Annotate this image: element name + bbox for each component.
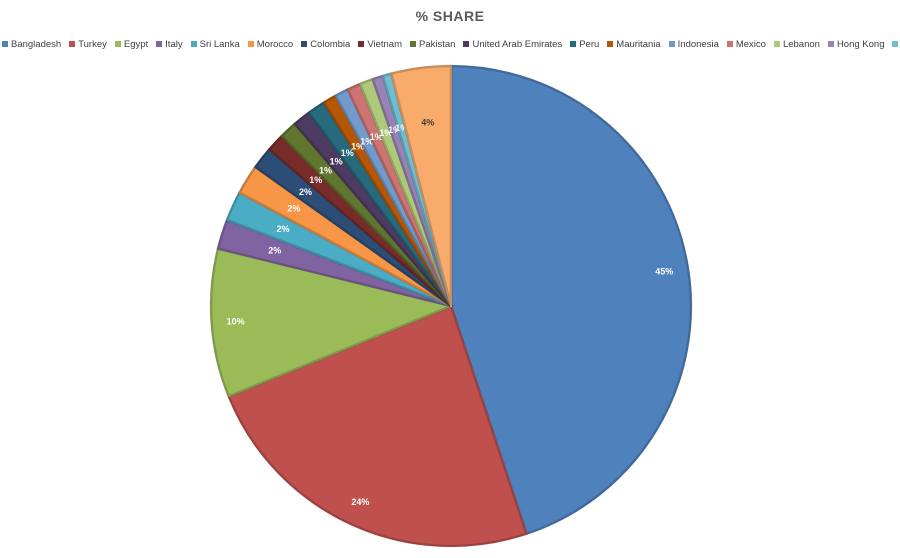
pie-slice-edge-2	[209, 247, 456, 398]
slice-label-17: 4%	[421, 118, 434, 128]
slice-label-12: 1%	[360, 137, 373, 147]
slice-label-10: 1%	[341, 148, 354, 158]
slice-label-2: 10%	[227, 317, 245, 327]
legend-swatch	[114, 41, 121, 47]
slice-label-13: 1%	[370, 132, 383, 142]
legend-swatch	[726, 41, 733, 47]
slice-label-9: 1%	[330, 156, 343, 166]
legend-label: Mauritania	[616, 38, 661, 50]
legend-label: United Arab Emirates	[472, 38, 563, 50]
pie-slice-17	[390, 65, 452, 307]
legend-label: Italy	[165, 38, 183, 50]
legend-item-1: Turkey	[69, 37, 107, 51]
legend-item-8: Pakistan	[410, 37, 455, 51]
legend-label: Peru	[579, 38, 600, 50]
legend-swatch	[156, 41, 163, 47]
pie-slice-edge-0	[449, 64, 693, 536]
legend-item-0: Bangladesh	[2, 37, 61, 51]
legend-item-12: Indonesia	[668, 37, 719, 51]
slice-label-5: 2%	[287, 204, 300, 214]
legend-item-14: Lebanon	[773, 37, 820, 51]
legend-item-2: Egypt	[114, 37, 149, 51]
legend-swatch	[301, 41, 308, 47]
legend-item-4: Sri Lanka	[190, 37, 240, 51]
legend-label: Colombia	[310, 38, 351, 50]
pie-slice-edge-17	[389, 64, 453, 307]
legend-swatch	[892, 41, 899, 47]
legend-item-11: Mauritania	[607, 37, 661, 51]
legend-label: Turkey	[78, 38, 107, 50]
legend-label: Indonesia	[677, 38, 719, 50]
legend-item-16: Russia	[892, 37, 900, 51]
slice-label-7: 1%	[309, 175, 322, 185]
legend-swatch	[463, 41, 470, 47]
chart-legend: Bangladesh Turkey Egypt Italy Sri Lanka Moroc…	[2, 37, 900, 51]
pie-slice-2	[210, 247, 452, 398]
legend-label: Sri Lanka	[199, 38, 240, 50]
legend-swatch	[190, 41, 197, 47]
legend-label: Pakistan	[419, 38, 456, 50]
legend-label: Lebanon	[782, 38, 820, 50]
legend-item-7: Vietnam	[358, 37, 402, 51]
legend-label: Morocco	[256, 38, 294, 50]
slice-label-4: 2%	[276, 224, 289, 234]
slice-label-1: 24%	[351, 497, 369, 507]
legend-swatch	[358, 41, 365, 47]
slice-label-3: 2%	[268, 246, 281, 256]
slice-label-6: 2%	[299, 187, 312, 197]
legend-item-3: Italy	[156, 37, 183, 51]
slice-label-11: 1%	[351, 142, 364, 152]
legend-label: Mexico	[735, 38, 766, 50]
legend-label: Hong Kong	[836, 38, 885, 50]
legend-swatch	[410, 41, 417, 47]
slice-label-16: 1%	[395, 123, 408, 133]
legend-label: Vietnam	[367, 38, 403, 50]
legend-item-9: United Arab Emirates	[463, 37, 562, 51]
slice-label-0: 45%	[655, 267, 673, 277]
legend-swatch	[827, 41, 834, 47]
legend-label: Bangladesh	[11, 38, 62, 50]
legend-swatch	[247, 41, 254, 47]
legend-swatch	[668, 41, 675, 47]
pie-slice-1	[227, 305, 528, 547]
slice-label-14: 1%	[379, 128, 392, 138]
legend-swatch	[69, 41, 76, 47]
pie-slice-edge-1	[226, 304, 529, 548]
chart-title: % SHARE	[415, 8, 485, 24]
slice-label-8: 1%	[319, 165, 332, 175]
pie-slice-0	[450, 65, 692, 535]
legend-item-13: Mexico	[726, 37, 766, 51]
legend-item-6: Colombia	[301, 37, 350, 51]
legend-item-15: Hong Kong	[827, 37, 885, 51]
legend-label: Egypt	[123, 38, 149, 50]
slice-label-15: 1%	[388, 125, 401, 135]
legend-swatch	[773, 41, 780, 47]
legend-swatch	[570, 41, 577, 47]
legend-swatch	[607, 41, 614, 47]
legend-swatch	[2, 41, 8, 47]
legend-item-10: Peru	[570, 37, 599, 51]
legend-item-5: Morocco	[247, 37, 294, 51]
